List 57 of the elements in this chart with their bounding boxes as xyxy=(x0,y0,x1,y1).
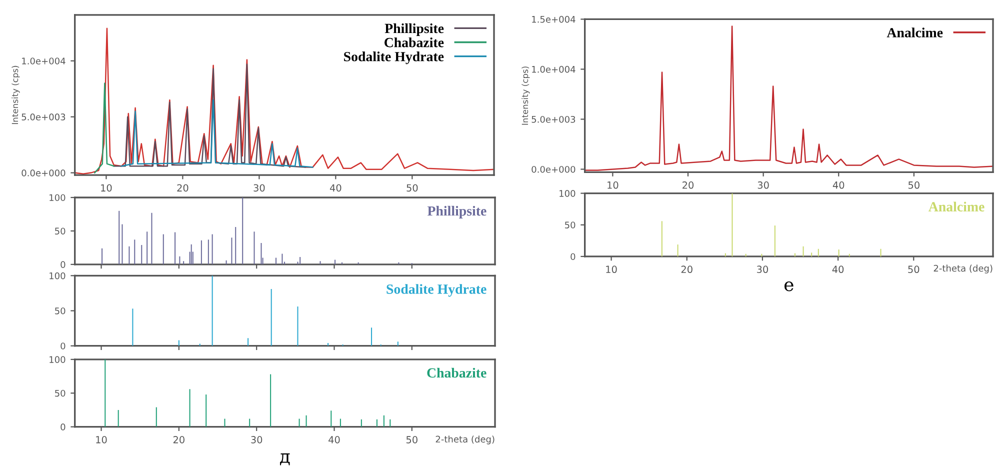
x-tick-label: 20 xyxy=(681,266,692,274)
x-tick-label: 50 xyxy=(406,184,418,192)
y-tick-label: 1.0e+004 xyxy=(22,58,66,64)
x-tick-label: 30 xyxy=(758,181,769,189)
x-tick-label: 30 xyxy=(757,266,768,274)
legend-label: Chabazite xyxy=(384,37,444,48)
y-tick-label: 0 xyxy=(60,424,66,430)
line-series xyxy=(113,64,306,168)
y-tick-label: 1.5e+004 xyxy=(532,16,576,23)
y-tick-label: 100 xyxy=(50,194,66,202)
y-tick-label: 0 xyxy=(570,253,576,260)
y-tick-label: 100 xyxy=(560,190,576,197)
x-tick-label: 40 xyxy=(330,184,342,192)
line-series xyxy=(94,82,114,174)
y-tick-label: 0 xyxy=(60,342,66,350)
x-tick-label: 50 xyxy=(406,436,418,444)
x-tick-label: 20 xyxy=(682,181,694,189)
text: Analcime xyxy=(928,202,984,212)
y-tick-label: 0 xyxy=(60,261,66,268)
x-tick-label: 50 xyxy=(908,181,920,189)
y-axis-title: Intensity (cps) xyxy=(12,66,20,124)
y-tick-label: 5.0e+003 xyxy=(22,114,66,120)
text: Chabazite xyxy=(427,368,486,378)
text: Phillipsite xyxy=(427,206,486,219)
x-tick-label: 10 xyxy=(606,266,617,274)
y-tick-label: 1.0e+004 xyxy=(532,66,576,73)
line-series xyxy=(584,26,994,171)
x-tick-label: 40 xyxy=(328,436,340,444)
y-tick-label: 100 xyxy=(50,272,66,280)
y-tick-label: 50 xyxy=(55,390,66,397)
x-tick-label: 20 xyxy=(173,436,184,444)
legend-label: Phillipsite xyxy=(384,23,444,36)
x-axis-title: 2-theta (deg) xyxy=(436,436,494,444)
x-tick-label: 40 xyxy=(832,181,844,189)
line-series xyxy=(120,99,314,168)
x-tick-label: 40 xyxy=(832,266,844,274)
legend-label: Analcime xyxy=(886,28,943,38)
y-tick-label: 5.0e+003 xyxy=(532,116,576,123)
x-tick-label: 20 xyxy=(177,184,188,192)
x-tick-label: 10 xyxy=(608,181,618,189)
y-tick-label: 0.0e+000 xyxy=(22,170,66,176)
y-tick-label: 50 xyxy=(565,222,576,228)
y-tick-label: 50 xyxy=(55,228,66,235)
x-tick-label: 10 xyxy=(101,184,112,192)
x-tick-label: 50 xyxy=(908,266,920,274)
text: e xyxy=(784,281,794,292)
x-axis-title: 2-theta (deg) xyxy=(934,264,992,274)
x-tick-label: 10 xyxy=(96,436,107,444)
y-axis-title: Intensity (cps) xyxy=(522,66,530,125)
text: д xyxy=(280,453,290,466)
legend-label: Sodalite Hydrate xyxy=(344,52,444,64)
x-tick-label: 30 xyxy=(254,184,265,192)
text: Sodalite Hydrate xyxy=(386,284,486,297)
y-tick-label: 100 xyxy=(50,356,66,363)
y-tick-label: 0.0e+000 xyxy=(532,166,576,173)
x-tick-label: 30 xyxy=(251,436,262,444)
y-tick-label: 50 xyxy=(55,307,66,314)
